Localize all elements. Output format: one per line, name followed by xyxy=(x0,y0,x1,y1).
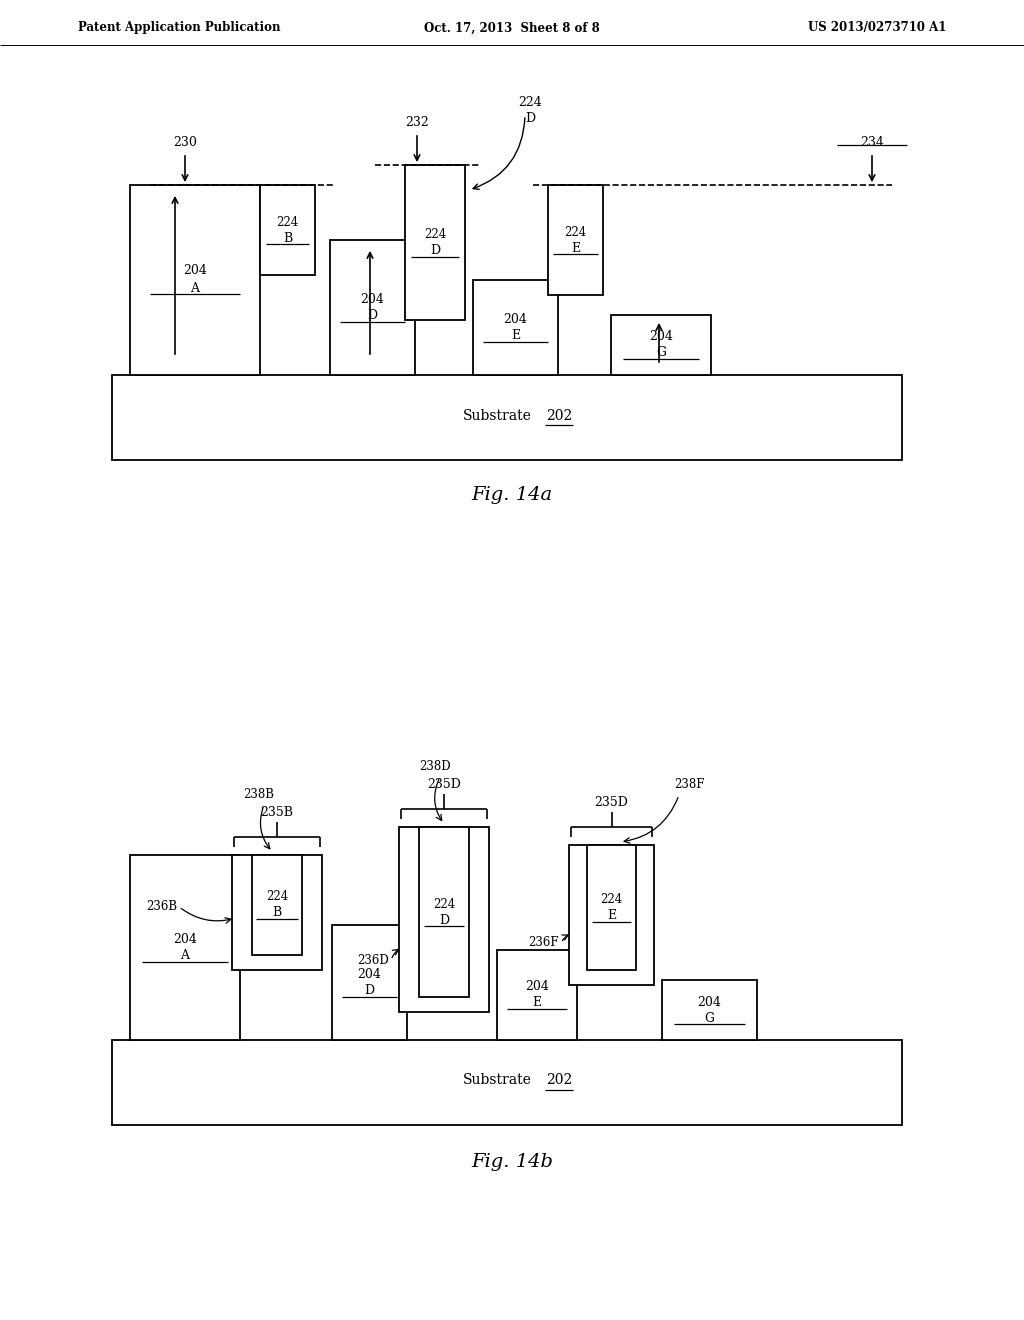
Text: E: E xyxy=(511,329,520,342)
Text: 232: 232 xyxy=(406,116,429,128)
Bar xyxy=(473,280,558,375)
Text: D: D xyxy=(525,111,536,124)
Text: B: B xyxy=(272,907,282,920)
Text: 204: 204 xyxy=(649,330,673,343)
Bar xyxy=(112,375,902,459)
Text: 235B: 235B xyxy=(260,807,294,820)
Bar xyxy=(332,925,407,1040)
Text: B: B xyxy=(283,231,292,244)
Text: A: A xyxy=(180,949,189,962)
Text: 224: 224 xyxy=(424,228,446,242)
Bar xyxy=(112,1040,902,1125)
Bar xyxy=(406,165,465,319)
Text: 204: 204 xyxy=(183,264,207,276)
Text: 204: 204 xyxy=(525,981,549,994)
Text: Oct. 17, 2013  Sheet 8 of 8: Oct. 17, 2013 Sheet 8 of 8 xyxy=(424,21,600,34)
Text: 230: 230 xyxy=(173,136,197,149)
Text: 236D: 236D xyxy=(357,953,389,966)
Text: Substrate: Substrate xyxy=(463,408,531,422)
Bar xyxy=(587,845,636,970)
Text: 224: 224 xyxy=(600,894,623,906)
Text: 202: 202 xyxy=(546,1073,572,1088)
Text: 224: 224 xyxy=(266,891,288,903)
Bar xyxy=(330,240,415,375)
Text: 224: 224 xyxy=(276,215,299,228)
Text: 224: 224 xyxy=(433,898,455,911)
Text: 224: 224 xyxy=(564,226,587,239)
Text: 204: 204 xyxy=(357,968,381,981)
Text: 204: 204 xyxy=(360,293,384,306)
Bar xyxy=(252,855,302,954)
Text: 234: 234 xyxy=(860,136,884,149)
Text: D: D xyxy=(365,983,375,997)
Text: D: D xyxy=(430,244,440,257)
Text: E: E xyxy=(607,909,616,921)
Text: Fig. 14b: Fig. 14b xyxy=(471,1152,553,1171)
Bar xyxy=(611,315,711,375)
Bar xyxy=(662,979,757,1040)
Text: 204: 204 xyxy=(504,313,527,326)
Bar xyxy=(569,845,654,985)
Text: 235D: 235D xyxy=(427,779,461,792)
Bar xyxy=(399,828,489,1012)
Text: G: G xyxy=(656,346,666,359)
Bar xyxy=(130,855,240,1040)
Text: Substrate: Substrate xyxy=(463,1073,531,1088)
Text: US 2013/0273710 A1: US 2013/0273710 A1 xyxy=(808,21,946,34)
Text: D: D xyxy=(368,309,378,322)
Bar xyxy=(260,185,315,275)
Text: 236B: 236B xyxy=(145,900,177,913)
Text: E: E xyxy=(571,242,580,255)
Bar xyxy=(419,828,469,997)
Text: G: G xyxy=(705,1011,715,1024)
Text: Patent Application Publication: Patent Application Publication xyxy=(78,21,281,34)
Text: 236F: 236F xyxy=(528,936,559,949)
Bar xyxy=(130,185,260,375)
Text: 204: 204 xyxy=(173,933,197,946)
Bar xyxy=(497,950,577,1040)
Text: A: A xyxy=(190,281,200,294)
Text: 235D: 235D xyxy=(595,796,629,809)
Text: 238F: 238F xyxy=(674,779,705,792)
Text: D: D xyxy=(439,913,450,927)
Text: 202: 202 xyxy=(546,408,572,422)
Text: 204: 204 xyxy=(697,995,722,1008)
Bar xyxy=(548,185,603,294)
Text: Fig. 14a: Fig. 14a xyxy=(471,486,553,504)
Bar xyxy=(232,855,322,970)
Text: 238D: 238D xyxy=(419,760,451,774)
Text: 238B: 238B xyxy=(244,788,274,801)
Text: 224: 224 xyxy=(518,95,542,108)
Text: E: E xyxy=(532,997,542,1010)
